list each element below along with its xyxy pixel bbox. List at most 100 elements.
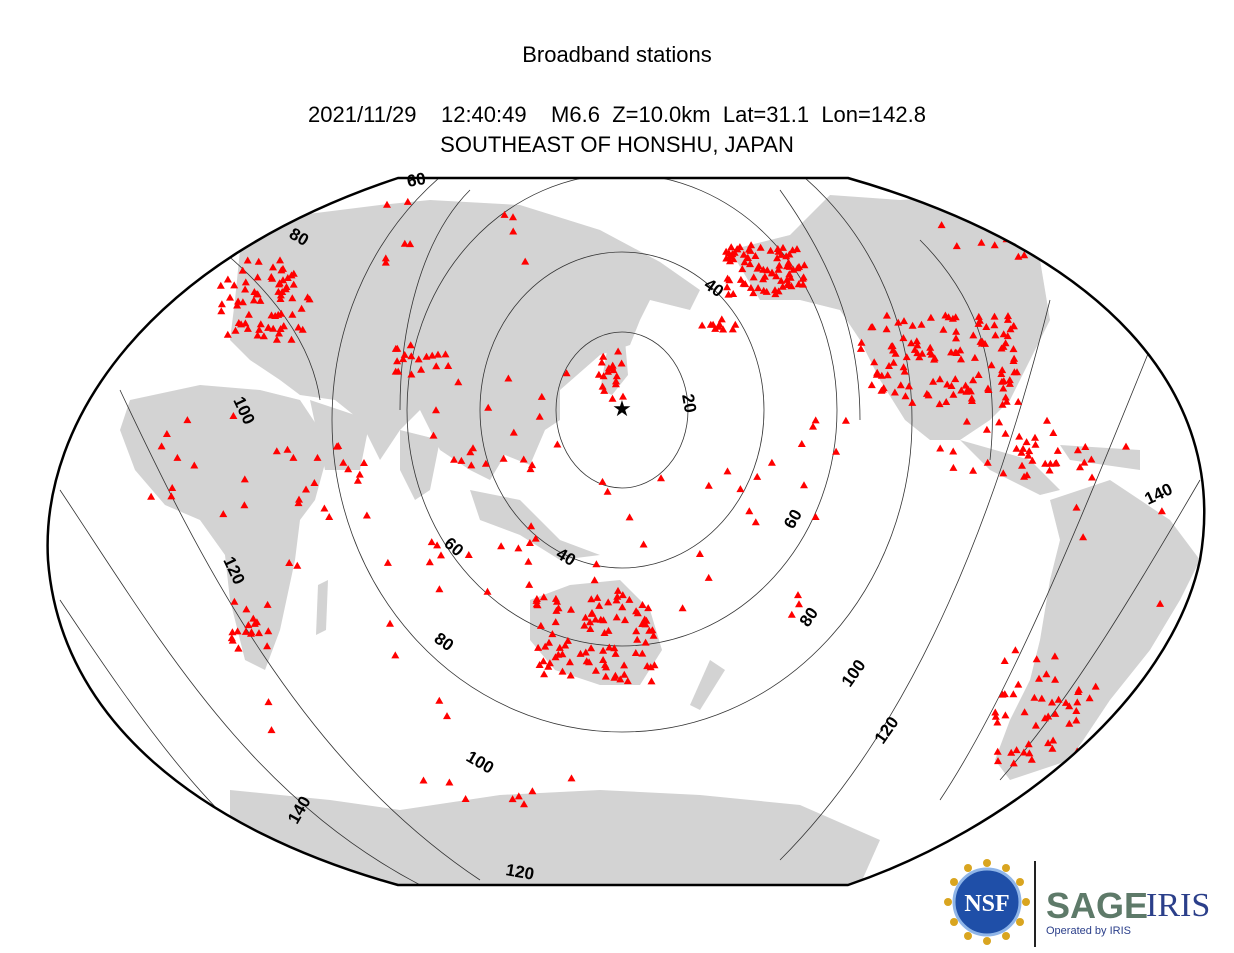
station-triangle-icon <box>879 384 888 392</box>
station-triangle-icon <box>952 327 961 335</box>
station-triangle-icon <box>1048 698 1056 706</box>
station-triangle-icon <box>617 359 626 367</box>
station-triangle-icon <box>229 412 238 419</box>
station-triangle-icon <box>360 459 368 466</box>
event-info: 2021/11/29 12:40:49 M6.6 Z=10.0km Lat=31… <box>308 102 926 127</box>
station-triangle-icon <box>288 310 297 318</box>
station-triangle-icon <box>597 358 606 366</box>
distance-contours <box>59 178 1201 885</box>
station-triangle-icon <box>1028 456 1037 464</box>
station-triangle-icon <box>766 246 775 254</box>
station-triangle-icon <box>276 295 285 302</box>
station-triangle-icon <box>339 458 348 466</box>
station-triangle-icon <box>231 326 240 334</box>
station-triangle-icon <box>406 240 415 248</box>
station-triangle-icon <box>414 355 423 363</box>
station-triangle-icon <box>217 307 226 315</box>
station-triangle-icon <box>782 252 791 260</box>
station-triangle-icon <box>1072 707 1081 714</box>
station-triangle-icon <box>991 712 1000 720</box>
station-triangle-icon <box>435 696 444 704</box>
station-triangle-icon <box>253 273 262 281</box>
station-triangle-icon <box>509 213 517 221</box>
station-triangle-icon <box>706 320 715 328</box>
station-triangle-icon <box>295 495 303 503</box>
station-triangle-icon <box>1018 461 1026 469</box>
station-triangle-icon <box>723 283 732 291</box>
station-triangle-icon <box>981 339 989 347</box>
logo-divider <box>1034 861 1036 947</box>
station-triangle-icon <box>1014 680 1023 688</box>
station-triangle-icon <box>147 492 156 500</box>
station-triangle-icon <box>784 258 793 266</box>
station-triangle-icon <box>841 416 850 424</box>
station-triangle-icon <box>183 416 192 424</box>
star-icon: ★ <box>612 396 632 421</box>
station-triangle-icon <box>305 295 314 303</box>
station-triangle-icon <box>1009 357 1018 364</box>
station-triangle-icon <box>272 335 281 343</box>
station-triangle-icon <box>528 787 537 795</box>
station-triangle-icon <box>935 375 944 383</box>
station-triangle-icon <box>1085 694 1094 702</box>
station-triangle-icon <box>1014 397 1023 405</box>
station-triangle-icon <box>294 323 303 331</box>
station-triangle-icon <box>1009 345 1018 353</box>
station-triangle-icon <box>785 250 794 258</box>
station-triangle-icon <box>639 540 648 548</box>
station-triangle-icon <box>1001 711 1010 719</box>
station-triangle-icon <box>399 355 408 363</box>
station-triangle-icon <box>293 561 302 569</box>
station-triangle-icon <box>1019 748 1028 756</box>
iris-label: IRIS <box>1146 887 1211 924</box>
station-triangle-icon <box>952 334 960 342</box>
station-triangle-icon <box>618 591 627 599</box>
station-triangle-icon <box>548 630 557 638</box>
station-triangle-icon <box>407 352 416 360</box>
station-triangle-icon <box>604 598 613 606</box>
station-triangle-icon <box>811 513 820 520</box>
station-triangle-icon <box>915 353 924 361</box>
station-triangle-icon <box>509 428 518 436</box>
contour-label: 60 <box>440 534 467 561</box>
contour-label: 20 <box>678 392 700 414</box>
station-triangle-icon <box>608 394 617 402</box>
station-triangle-icon <box>230 281 239 289</box>
station-triangle-icon <box>334 442 343 449</box>
station-triangle-icon <box>362 511 371 519</box>
station-triangle-icon <box>226 293 234 301</box>
contour-label: 120 <box>504 860 535 884</box>
station-triangle-icon <box>433 541 442 549</box>
station-triangle-icon <box>1017 448 1026 456</box>
station-triangle-icon <box>563 636 572 644</box>
station-triangle-icon <box>1019 444 1028 452</box>
station-triangle-icon <box>391 367 400 375</box>
station-triangle-icon <box>641 638 650 646</box>
station-triangle-icon <box>521 257 530 265</box>
station-triangle-icon <box>313 453 322 461</box>
station-triangle-icon <box>726 257 734 265</box>
station-triangle-icon <box>601 672 610 680</box>
station-triangle-icon <box>263 642 272 650</box>
station-triangle-icon <box>432 362 441 370</box>
station-triangle-icon <box>599 352 608 360</box>
sage-iris-logo: NSF SAGE IRIS Operated by IRIS <box>940 855 1220 950</box>
station-triangle-icon <box>528 461 537 469</box>
station-triangle-icon <box>704 573 713 581</box>
station-triangle-icon <box>1079 533 1088 541</box>
station-triangle-icon <box>1048 744 1057 752</box>
station-triangle-icon <box>1027 755 1036 763</box>
station-triangle-icon <box>526 465 535 473</box>
station-triangle-icon <box>779 243 787 251</box>
station-triangle-icon <box>435 585 444 593</box>
station-triangle-icon <box>633 635 642 643</box>
station-triangle-icon <box>223 330 232 338</box>
station-triangle-icon <box>216 281 225 289</box>
station-triangle-icon <box>1041 714 1049 722</box>
station-triangle-icon <box>885 362 893 369</box>
station-triangle-icon <box>297 304 306 312</box>
station-triangle-icon <box>243 256 252 264</box>
station-triangle-icon <box>288 294 297 302</box>
station-triangle-icon <box>533 601 542 609</box>
station-triangle-icon <box>276 256 284 264</box>
